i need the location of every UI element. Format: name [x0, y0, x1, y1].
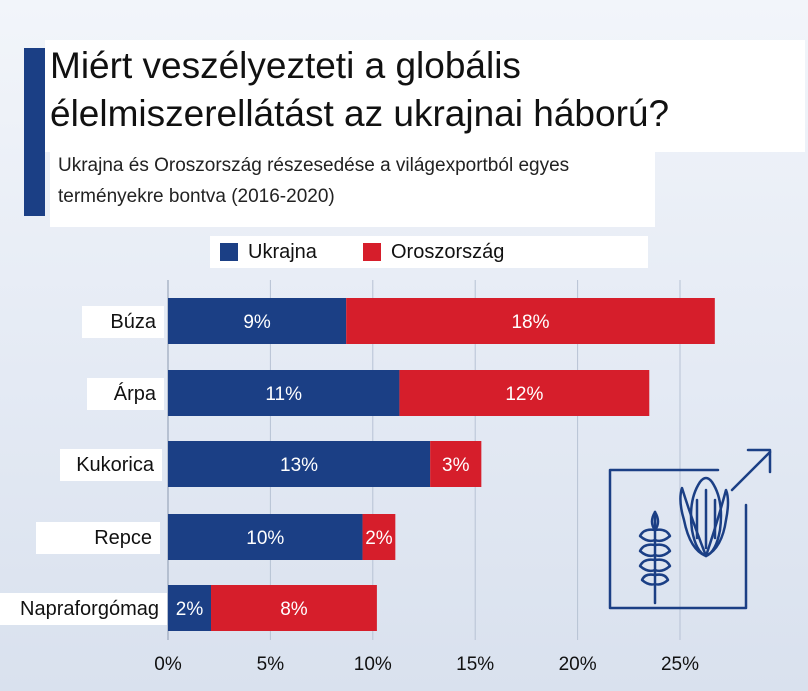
legend-swatch-ukrajna [220, 243, 238, 261]
bar-oroszorszag-napraforgomag [211, 585, 377, 631]
legend-swatch-oroszorszag [363, 243, 381, 261]
category-label-bg-kukorica [60, 449, 162, 481]
category-label-arpa: Árpa [114, 382, 157, 405]
bar-oroszorszag-kukorica [430, 441, 482, 487]
data-label-oroszorszag-napraforgomag: 8% [280, 599, 308, 620]
data-label-ukrajna-buza: 9% [243, 312, 271, 333]
data-label-ukrajna-arpa: 11% [265, 384, 302, 405]
bar-oroszorszag-buza [346, 298, 715, 344]
data-label-oroszorszag-kukorica: 3% [442, 455, 470, 476]
data-label-oroszorszag-repce: 2% [365, 528, 393, 549]
x-tick-label-25: 25% [661, 654, 699, 675]
subtitle-background [50, 145, 655, 227]
category-label-napraforgomag: Napraforgómag [20, 598, 159, 620]
x-tick-label-20: 20% [559, 654, 597, 675]
legend-label-ukrajna: Ukrajna [248, 240, 317, 263]
bar-oroszorszag-arpa [399, 370, 650, 416]
data-label-ukrajna-repce: 10% [246, 528, 284, 549]
category-label-bg-arpa [87, 378, 164, 410]
category-label-bg-buza [82, 306, 164, 338]
x-tick-label-10: 10% [354, 654, 392, 675]
bar-ukrajna-napraforgomag [168, 585, 212, 631]
bar-ukrajna-buza [168, 298, 347, 344]
data-label-oroszorszag-arpa: 12% [505, 384, 543, 405]
chart-title: Miért veszélyezteti a globális élelmisze… [50, 45, 670, 134]
category-label-bg-repce [36, 522, 160, 554]
legend [210, 236, 648, 268]
data-label-ukrajna-napraforgomag: 2% [176, 599, 204, 620]
x-tick-label-0: 0% [154, 654, 182, 675]
category-label-repce: Repce [94, 527, 152, 549]
bar-oroszorszag-repce [362, 514, 396, 560]
legend-item-ukrajna: Ukrajna [220, 240, 317, 264]
wheat-and-corn-growth-icon [608, 448, 772, 610]
legend-label-oroszorszag: Oroszország [391, 240, 505, 263]
title-background [45, 40, 805, 152]
legend-item-oroszorszag: Oroszország [363, 240, 504, 264]
category-label-buza: Búza [110, 311, 156, 333]
category-label-bg-napraforgomag [0, 593, 167, 625]
chart-subtitle: Ukrajna és Oroszország részesedése a vil… [58, 155, 570, 207]
x-tick-label-15: 15% [456, 654, 494, 675]
bar-ukrajna-repce [168, 514, 363, 560]
x-tick-label-5: 5% [257, 654, 285, 675]
bar-ukrajna-arpa [168, 370, 400, 416]
data-label-ukrajna-kukorica: 13% [280, 455, 318, 476]
category-label-kukorica: Kukorica [76, 454, 155, 476]
data-label-oroszorszag-buza: 18% [511, 312, 549, 333]
title-accent-bar [24, 48, 45, 216]
bar-ukrajna-kukorica [168, 441, 431, 487]
